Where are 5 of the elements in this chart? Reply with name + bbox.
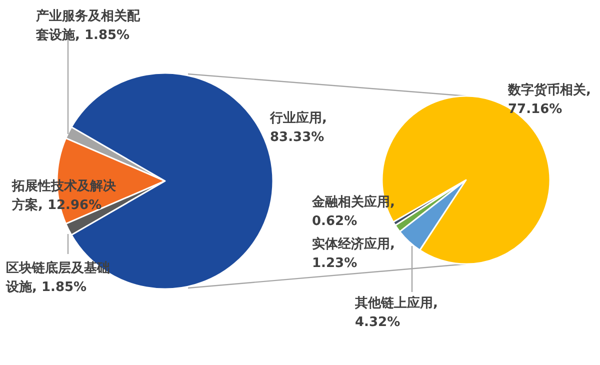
slice-label: 产业服务及相关配套设施, 1.85% [35, 8, 141, 43]
slice-label: 数字货币相关, 77.16% [507, 82, 591, 117]
slice-label: 实体经济应用, 1.23% [312, 236, 395, 271]
slice-label: 行业应用, 83.33% [269, 110, 327, 145]
slice-label: 其他链上应用, 4.32% [354, 295, 438, 330]
